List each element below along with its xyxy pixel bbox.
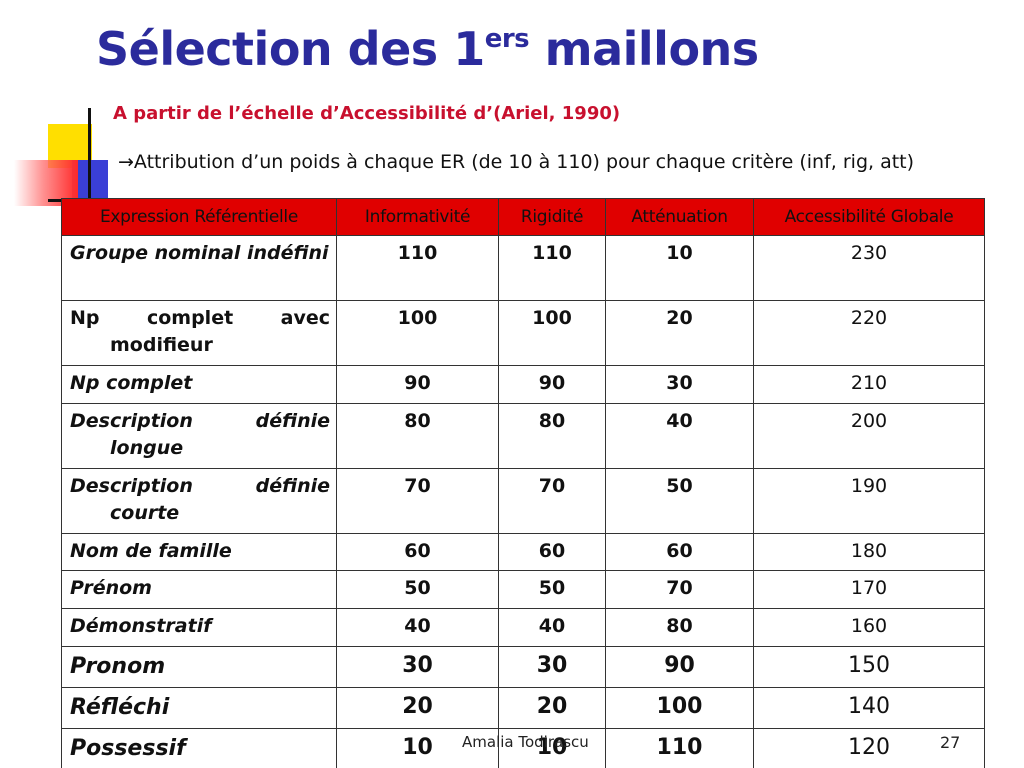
row-label: Réfléchi bbox=[61, 687, 337, 729]
cell-accessibilite: 180 bbox=[753, 533, 985, 571]
row-label: Np complet avec modifieur bbox=[61, 300, 337, 366]
header-informativite: Informativité bbox=[336, 198, 499, 236]
cell-informativite: 60 bbox=[336, 533, 499, 571]
title-end: maillons bbox=[529, 22, 760, 76]
cell-informativite: 30 bbox=[336, 646, 499, 688]
cell-attenuation: 10 bbox=[605, 235, 754, 301]
cell-attenuation: 40 bbox=[605, 403, 754, 469]
cell-rigidite: 90 bbox=[498, 365, 606, 404]
row-label: Démonstratif bbox=[61, 608, 337, 647]
cell-informativite: 90 bbox=[336, 365, 499, 404]
row-label: Possessif bbox=[61, 728, 337, 768]
cell-accessibilite: 210 bbox=[753, 365, 985, 404]
cell-rigidite: 100 bbox=[498, 300, 606, 366]
footer-author: Amalia Todirascu bbox=[462, 733, 589, 751]
row-label: Description définie longue bbox=[61, 403, 337, 469]
cell-rigidite: 50 bbox=[498, 570, 606, 609]
cell-accessibilite: 160 bbox=[753, 608, 985, 647]
slide-subtitle: A partir de l’échelle d’Accessibilité d’… bbox=[113, 103, 621, 124]
cell-rigidite: 110 bbox=[498, 235, 606, 301]
row-label: Np complet bbox=[61, 365, 337, 404]
decorative-vertical-line bbox=[88, 108, 91, 204]
table-header-row: Expression Référentielle Informativité R… bbox=[61, 198, 985, 236]
row-label: Pronom bbox=[61, 646, 337, 688]
cell-rigidite: 60 bbox=[498, 533, 606, 571]
cell-rigidite: 80 bbox=[498, 403, 606, 469]
cell-informativite: 100 bbox=[336, 300, 499, 366]
table-row: Pronom 30 30 90 150 bbox=[61, 646, 985, 688]
row-label: Prénom bbox=[61, 570, 337, 609]
cell-accessibilite: 220 bbox=[753, 300, 985, 366]
title-main: Sélection des 1 bbox=[96, 22, 485, 76]
cell-rigidite: 10 bbox=[498, 728, 606, 768]
header-expression: Expression Référentielle bbox=[61, 198, 337, 236]
cell-attenuation: 50 bbox=[605, 468, 754, 534]
cell-attenuation: 70 bbox=[605, 570, 754, 609]
cell-accessibilite: 140 bbox=[753, 687, 985, 729]
page-number: 27 bbox=[940, 733, 961, 752]
cell-accessibilite: 200 bbox=[753, 403, 985, 469]
row-label: Nom de famille bbox=[61, 533, 337, 571]
bullet-text: Attribution d’un poids à chaque ER (de 1… bbox=[133, 151, 915, 173]
header-accessibilite-globale: Accessibilité Globale bbox=[753, 198, 985, 236]
cell-attenuation: 20 bbox=[605, 300, 754, 366]
table-row: Description définie longue 80 80 40 200 bbox=[61, 403, 985, 469]
table-row: Réfléchi 20 20 100 140 bbox=[61, 687, 985, 729]
cell-attenuation: 110 bbox=[605, 728, 754, 768]
cell-informativite: 80 bbox=[336, 403, 499, 469]
cell-accessibilite: 170 bbox=[753, 570, 985, 609]
cell-informativite: 70 bbox=[336, 468, 499, 534]
row-label: Description définie courte bbox=[61, 468, 337, 534]
cell-informativite: 50 bbox=[336, 570, 499, 609]
cell-attenuation: 90 bbox=[605, 646, 754, 688]
cell-informativite: 110 bbox=[336, 235, 499, 301]
cell-attenuation: 80 bbox=[605, 608, 754, 647]
slide-title: Sélection des 1ers maillons bbox=[96, 22, 759, 76]
cell-informativite: 40 bbox=[336, 608, 499, 647]
cell-attenuation: 30 bbox=[605, 365, 754, 404]
cell-rigidite: 40 bbox=[498, 608, 606, 647]
cell-accessibilite: 120 bbox=[753, 728, 985, 768]
table-row: Prénom 50 50 70 170 bbox=[61, 570, 985, 609]
cell-accessibilite: 230 bbox=[753, 235, 985, 301]
header-rigidite: Rigidité bbox=[498, 198, 606, 236]
cell-accessibilite: 150 bbox=[753, 646, 985, 688]
arrow-icon: → bbox=[118, 151, 134, 173]
bullet-point: →Attribution d’un poids à chaque ER (de … bbox=[118, 148, 998, 177]
header-attenuation: Atténuation bbox=[605, 198, 754, 236]
cell-accessibilite: 190 bbox=[753, 468, 985, 534]
table-row: Démonstratif 40 40 80 160 bbox=[61, 608, 985, 647]
table-row: Groupe nominal indéfini 110 110 10 230 bbox=[61, 235, 985, 301]
title-superscript: ers bbox=[484, 23, 530, 54]
table-row: Nom de famille 60 60 60 180 bbox=[61, 533, 985, 571]
accessibility-table: Expression Référentielle Informativité R… bbox=[61, 198, 985, 768]
cell-informativite: 20 bbox=[336, 687, 499, 729]
cell-rigidite: 30 bbox=[498, 646, 606, 688]
table-row: Np complet 90 90 30 210 bbox=[61, 365, 985, 404]
table-row: Np complet avec modifieur 100 100 20 220 bbox=[61, 300, 985, 366]
cell-rigidite: 70 bbox=[498, 468, 606, 534]
cell-attenuation: 60 bbox=[605, 533, 754, 571]
cell-informativite: 10 bbox=[336, 728, 499, 768]
cell-rigidite: 20 bbox=[498, 687, 606, 729]
table-row: Possessif 10 10 110 120 bbox=[61, 728, 985, 768]
row-label: Groupe nominal indéfini bbox=[61, 235, 337, 301]
table-row: Description définie courte 70 70 50 190 bbox=[61, 468, 985, 534]
cell-attenuation: 100 bbox=[605, 687, 754, 729]
